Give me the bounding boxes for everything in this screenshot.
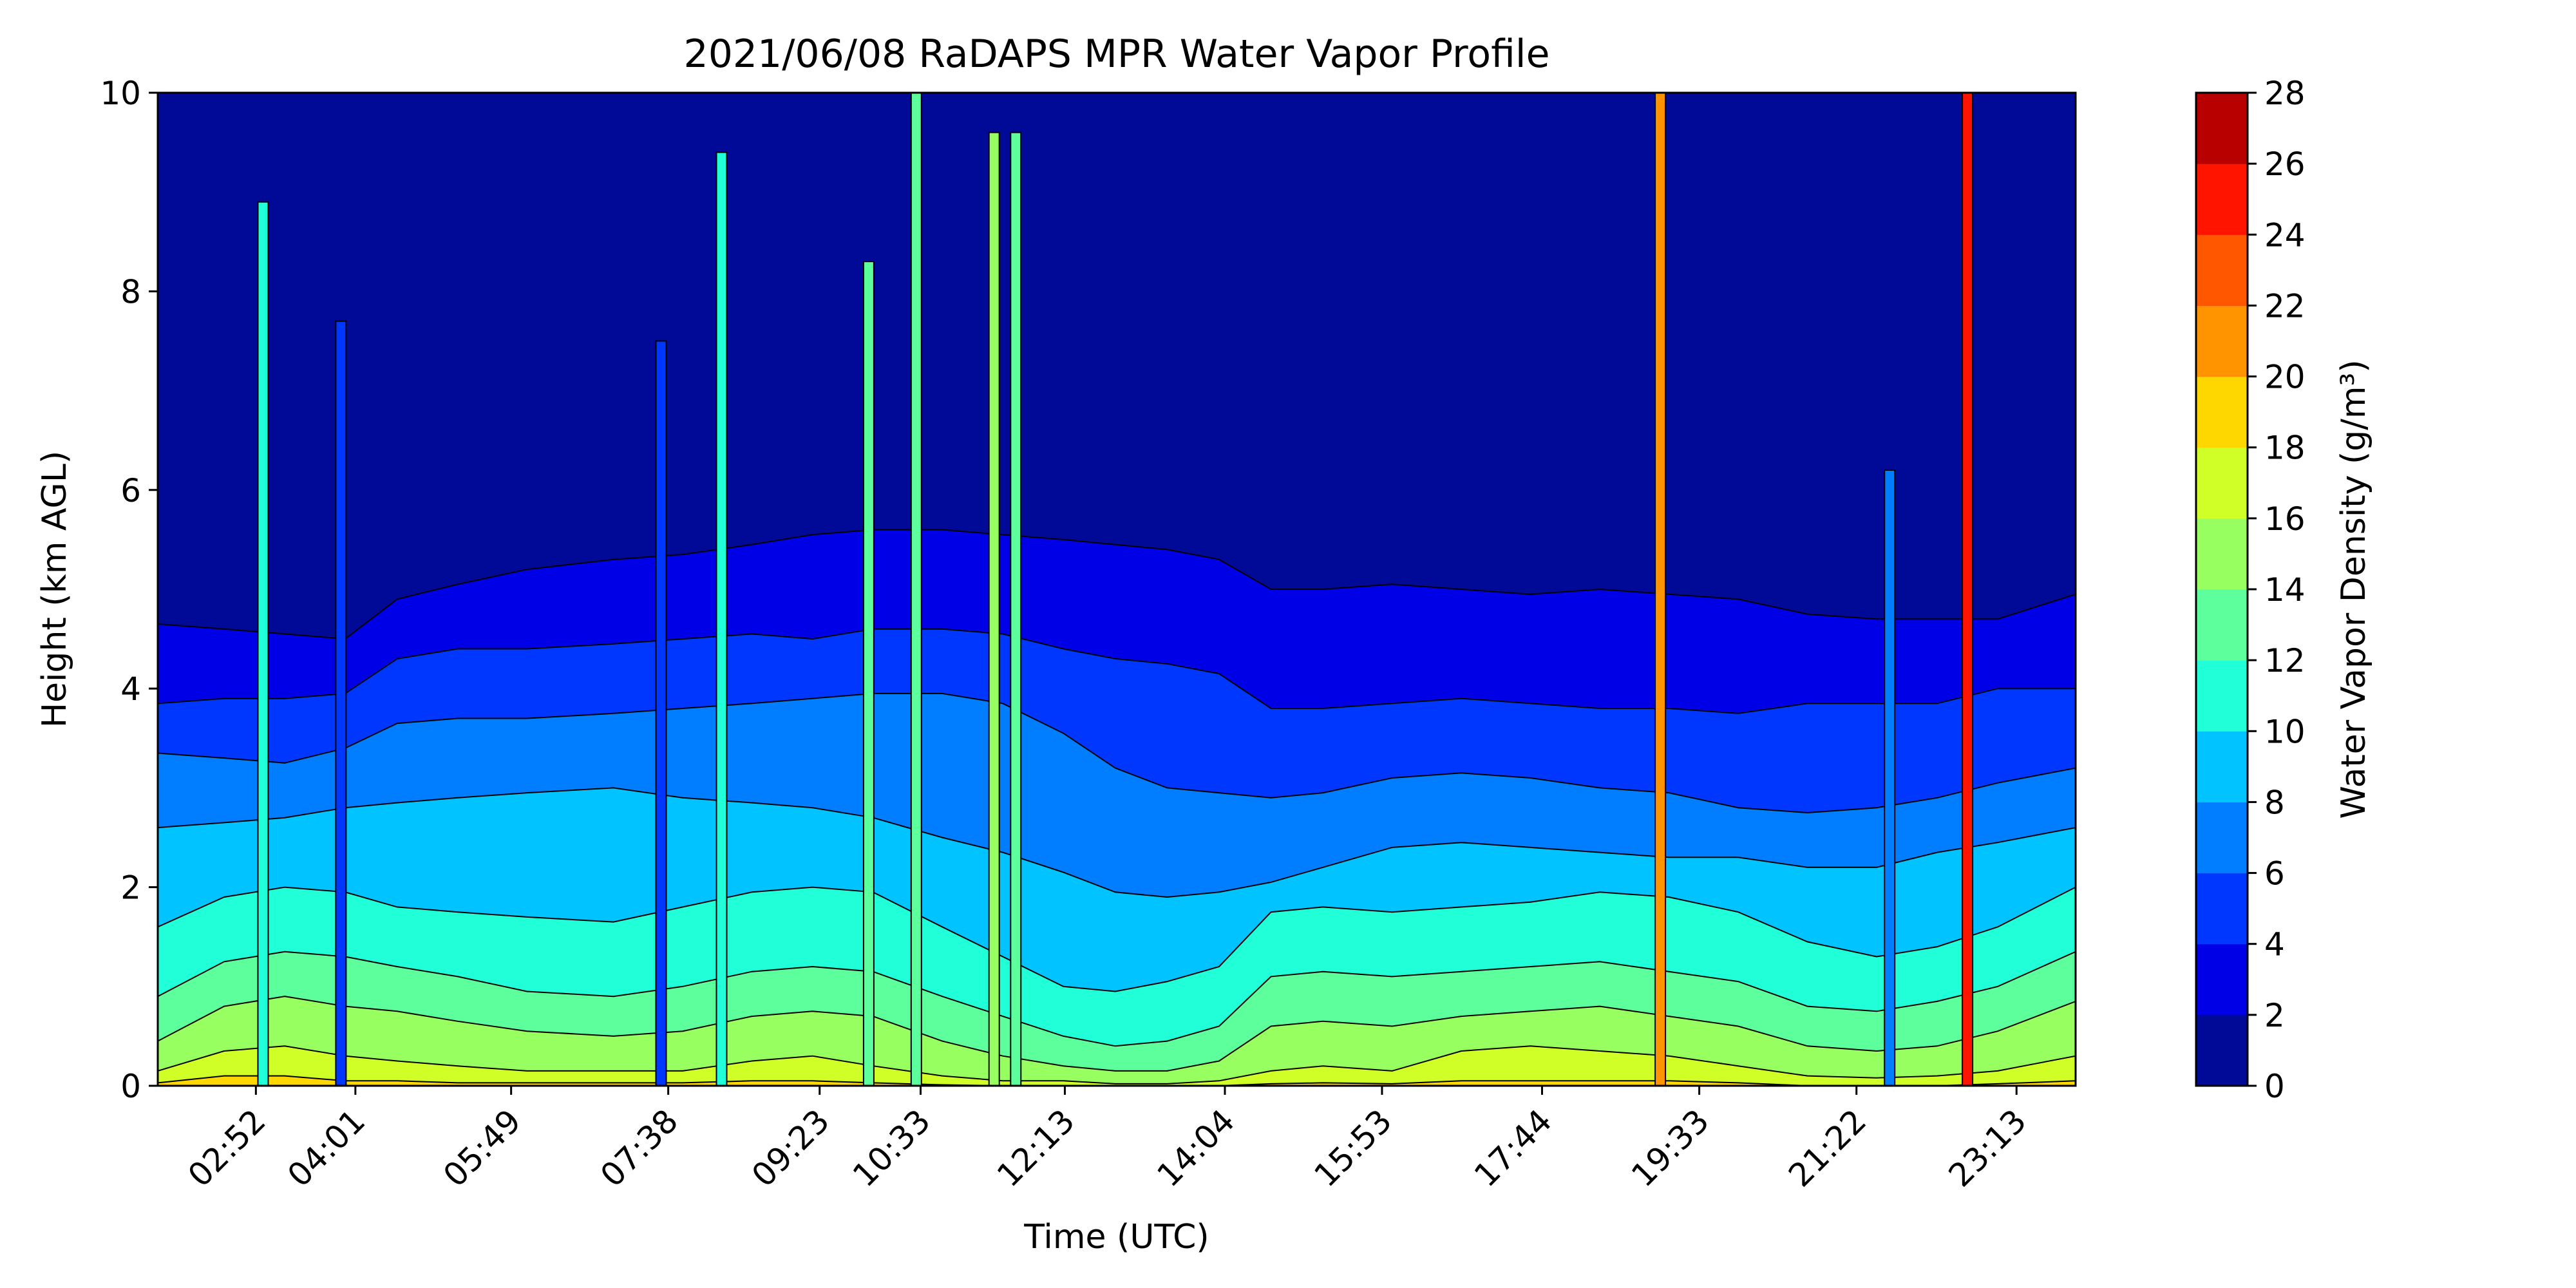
colorbar-swatch: [2196, 660, 2248, 732]
colorbar: [2196, 93, 2248, 1086]
x-tick-label: 04:01: [280, 1102, 372, 1194]
y-tick-label: 8: [120, 273, 141, 310]
x-tick-label: 21:22: [1781, 1102, 1873, 1194]
rain-spike: [335, 320, 347, 1086]
contour-line-2: [158, 529, 2076, 640]
plot-area: [158, 93, 2076, 1086]
x-tick-label: 17:44: [1467, 1102, 1559, 1194]
x-tick-label: 14:04: [1150, 1102, 1242, 1194]
colorbar-tick-label: 4: [2264, 926, 2285, 963]
contour-line-16: [158, 1045, 2076, 1084]
rain-spike: [1962, 93, 1974, 1086]
colorbar-tick-label: 0: [2264, 1068, 2285, 1105]
colorbar-tick-label: 6: [2264, 855, 2285, 893]
x-tick-label: 10:33: [846, 1102, 938, 1194]
colorbar-tick-label: 8: [2264, 784, 2285, 821]
y-tick-label: 0: [120, 1068, 141, 1105]
x-tick-label: 19:33: [1624, 1102, 1716, 1194]
colorbar-swatch: [2196, 376, 2248, 448]
rain-spike: [1010, 131, 1022, 1086]
contour-lines: [158, 529, 2076, 1086]
colorbar-swatch: [2196, 93, 2248, 164]
colorbar-tick-label: 14: [2264, 571, 2306, 609]
rain-spike: [1654, 93, 1667, 1086]
contour-line-10: [158, 886, 2076, 992]
colorbar-swatch: [2196, 518, 2248, 590]
colorbar-tick-label: 12: [2264, 642, 2306, 679]
rain-spike: [910, 93, 922, 1086]
contour-line-14: [158, 996, 2076, 1072]
rain-spike: [655, 340, 667, 1086]
rain-spike: [257, 201, 269, 1086]
x-tick-label: 12:13: [990, 1102, 1082, 1194]
x-tick-label: 07:38: [593, 1102, 685, 1194]
rain-spike: [715, 151, 728, 1086]
y-tick-label: 6: [120, 472, 141, 509]
colorbar-tick-label: 22: [2264, 287, 2306, 325]
rain-spike: [988, 131, 1000, 1086]
x-tick-label: 15:53: [1307, 1102, 1399, 1194]
colorbar-swatch: [2196, 873, 2248, 945]
colorbar-swatch: [2196, 589, 2248, 661]
colorbar-tick-label: 26: [2264, 146, 2306, 183]
contour-line-8: [158, 787, 2076, 898]
contour-bands: [158, 93, 2076, 1086]
colorbar-swatch: [2196, 943, 2248, 1016]
colorbar-tick-label: 20: [2264, 359, 2306, 396]
x-axis: 02:52 04:01 05:49 07:38 09:23 10:33 12:13 14:04…: [181, 1086, 2034, 1194]
x-tick-label: 02:52: [181, 1102, 273, 1194]
band-16-18: [158, 1046, 2076, 1086]
colorbar-tick-label: 28: [2264, 75, 2306, 112]
colorbar-tick-label: 16: [2264, 500, 2306, 538]
contour-line-18: [158, 1075, 2076, 1086]
chart-title: 2021/06/08 RaDAPS MPR Water Vapor Profil…: [684, 32, 1550, 77]
colorbar-swatch: [2196, 234, 2248, 306]
x-tick-label: 09:23: [744, 1102, 837, 1194]
rain-spike: [1884, 469, 1896, 1086]
colorbar-tick-label: 24: [2264, 216, 2306, 254]
x-tick-label: 23:13: [1942, 1102, 2034, 1194]
contour-line-4: [158, 628, 2076, 714]
y-tick-label: 2: [120, 869, 141, 907]
y-axis: 0 2 4 6 8 10: [100, 75, 158, 1105]
colorbar-swatch: [2196, 1014, 2248, 1086]
rain-spikes: [257, 93, 1974, 1086]
y-tick-label: 10: [100, 75, 141, 112]
contour-line-12: [158, 951, 2076, 1047]
plot-frame: [156, 91, 2077, 1087]
y-axis-label: Height (km AGL): [35, 451, 74, 728]
x-axis-label: Time (UTC): [1023, 1218, 1209, 1256]
colorbar-swatch: [2196, 447, 2248, 519]
x-tick-label: 05:49: [436, 1102, 528, 1194]
colorbar-swatch: [2196, 164, 2248, 235]
colorbar-swatch: [2196, 802, 2248, 874]
y-tick-label: 4: [120, 670, 141, 708]
colorbar-tick-label: 2: [2264, 997, 2285, 1034]
colorbar-tick-label: 18: [2264, 430, 2306, 467]
colorbar-label: Water Vapor Density (g/m³): [2334, 359, 2373, 819]
colorbar-swatch: [2196, 731, 2248, 802]
rain-spike: [862, 261, 875, 1086]
colorbar-tick-label: 10: [2264, 713, 2306, 750]
contour-line-6: [158, 692, 2076, 814]
colorbar-swatch: [2196, 305, 2248, 377]
